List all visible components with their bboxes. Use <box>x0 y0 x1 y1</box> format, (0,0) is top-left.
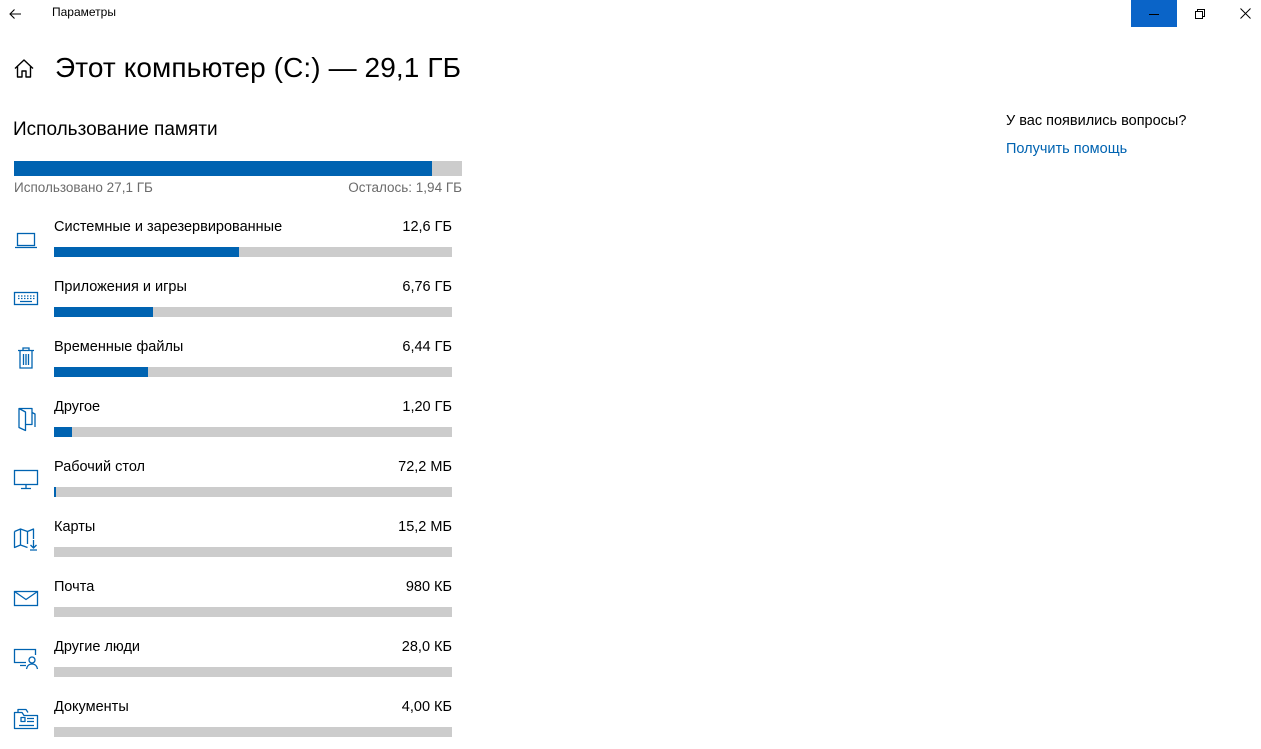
category-bar <box>54 427 452 437</box>
category-size: 15,2 МБ <box>398 519 452 535</box>
category-item-desktop[interactable]: Рабочий стол 72,2 МБ <box>0 450 470 510</box>
category-size: 12,6 ГБ <box>402 219 452 235</box>
category-bar <box>54 547 452 557</box>
category-item-system[interactable]: Системные и зарезервированные 12,6 ГБ <box>0 210 470 270</box>
home-button[interactable] <box>12 57 36 81</box>
close-button[interactable] <box>1222 0 1261 27</box>
home-icon <box>14 59 34 78</box>
category-item-maps[interactable]: Карты 15,2 МБ <box>0 510 470 570</box>
app-title: Параметры <box>52 5 116 19</box>
user-screen-icon <box>12 644 40 672</box>
mail-icon <box>12 584 40 612</box>
category-bar-fill <box>54 307 154 317</box>
keyboard-icon <box>12 284 40 312</box>
used-label: Использовано 27,1 ГБ <box>14 180 153 195</box>
page-title: Этот компьютер (C:) — 29,1 ГБ <box>55 52 462 83</box>
section-title: Использование памяти <box>13 119 218 140</box>
get-help-link[interactable]: Получить помощь <box>1006 141 1128 157</box>
category-name: Карты <box>54 519 96 535</box>
restore-icon <box>1195 8 1205 19</box>
category-item-apps[interactable]: Приложения и игры 6,76 ГБ <box>0 270 470 330</box>
free-label: Осталось: 1,94 ГБ <box>348 180 462 195</box>
category-name: Другие люди <box>54 639 141 655</box>
category-bar <box>54 367 452 377</box>
category-bar <box>54 247 452 257</box>
monitor-icon <box>12 464 40 492</box>
back-button[interactable] <box>0 0 30 27</box>
category-size: 6,76 ГБ <box>402 279 452 295</box>
category-size: 28,0 КБ <box>401 639 452 655</box>
category-name: Приложения и игры <box>54 279 187 295</box>
back-arrow-icon <box>9 8 21 19</box>
category-bar <box>54 487 452 497</box>
category-size: 4,00 КБ <box>401 699 452 715</box>
category-bar-fill <box>54 487 56 497</box>
category-item-documents[interactable]: Документы 4,00 КБ <box>0 690 470 749</box>
category-bar-fill <box>54 247 240 257</box>
overall-usage-fill <box>14 161 432 176</box>
category-bar <box>54 607 452 617</box>
category-name: Временные файлы <box>54 339 184 355</box>
category-name: Документы <box>54 699 129 715</box>
restore-button[interactable] <box>1177 0 1223 27</box>
category-size: 980 КБ <box>405 579 452 595</box>
category-item-mail[interactable]: Почта 980 КБ <box>0 570 470 630</box>
category-bar <box>54 667 452 677</box>
category-name: Почта <box>54 579 95 595</box>
help-question: У вас появились вопросы? <box>1006 113 1187 129</box>
category-item-other[interactable]: Другое 1,20 ГБ <box>0 390 470 450</box>
category-size: 6,44 ГБ <box>402 339 452 355</box>
category-name: Системные и зарезервированные <box>54 219 283 235</box>
title-bar: Параметры <box>0 0 1261 27</box>
folder-open-icon <box>12 404 40 432</box>
documents-folder-icon <box>12 704 40 732</box>
laptop-icon <box>12 224 40 252</box>
minimize-button[interactable] <box>1131 0 1177 27</box>
category-bar-fill <box>54 427 72 437</box>
category-item-other-people[interactable]: Другие люди 28,0 КБ <box>0 630 470 690</box>
map-icon <box>12 524 40 552</box>
category-item-temp[interactable]: Временные файлы 6,44 ГБ <box>0 330 470 390</box>
close-icon <box>1239 8 1251 19</box>
trash-icon <box>12 344 40 372</box>
overall-usage-bar <box>14 161 462 176</box>
category-bar <box>54 307 452 317</box>
category-bar-fill <box>54 367 149 377</box>
category-name: Рабочий стол <box>54 459 146 475</box>
category-name: Другое <box>54 399 101 415</box>
category-size: 72,2 МБ <box>398 459 452 475</box>
category-bar <box>54 727 452 737</box>
category-size: 1,20 ГБ <box>402 399 452 415</box>
minimize-icon <box>1149 13 1159 15</box>
